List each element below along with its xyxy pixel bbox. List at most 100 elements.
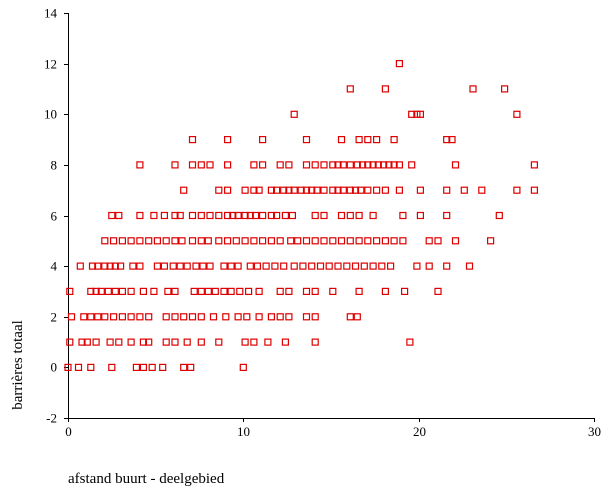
- data-point: [351, 186, 360, 194]
- data-point: [83, 338, 91, 346]
- data-point: [487, 237, 495, 245]
- data-point: [187, 363, 195, 371]
- data-point: [351, 262, 360, 270]
- data-point: [395, 186, 403, 194]
- data-point: [197, 313, 205, 321]
- data-point: [180, 363, 188, 371]
- data-point: [101, 313, 109, 321]
- data-point: [360, 262, 368, 270]
- y-axis-title: barrières totaal: [10, 320, 26, 410]
- data-point: [273, 186, 281, 194]
- data-point: [206, 262, 214, 270]
- data-point: [132, 363, 140, 371]
- x-tick-label: 20: [413, 424, 426, 439]
- data-point: [246, 211, 254, 220]
- data-point: [337, 211, 346, 220]
- data-point: [118, 287, 127, 295]
- data-point: [87, 313, 95, 321]
- data-point: [302, 237, 311, 245]
- data-point: [288, 211, 296, 220]
- y-tick-label: 2: [51, 310, 58, 325]
- data-point: [373, 136, 381, 144]
- data-point: [259, 211, 267, 220]
- data-point: [197, 287, 205, 295]
- data-point: [302, 313, 311, 321]
- data-point: [67, 313, 76, 321]
- data-point: [106, 262, 114, 270]
- data-point: [346, 313, 354, 321]
- data-point: [74, 363, 83, 371]
- data-point: [127, 237, 135, 245]
- data-point: [434, 237, 442, 245]
- data-point: [206, 161, 214, 169]
- data-point: [159, 363, 167, 371]
- data-point: [255, 313, 263, 321]
- data-point: [171, 313, 179, 321]
- data-point: [150, 287, 158, 295]
- data-point: [169, 262, 177, 270]
- data-point: [241, 186, 249, 194]
- data-point: [385, 161, 393, 169]
- data-point: [425, 262, 433, 270]
- data-point: [116, 262, 125, 270]
- data-point: [224, 237, 232, 245]
- data-point: [66, 287, 74, 295]
- data-point: [329, 287, 337, 295]
- data-point: [250, 237, 258, 245]
- data-point: [325, 262, 333, 270]
- data-point: [180, 313, 188, 321]
- data-point: [399, 237, 407, 245]
- data-point: [192, 262, 200, 270]
- data-point: [408, 110, 416, 118]
- data-point: [145, 237, 153, 245]
- data-point: [197, 161, 205, 169]
- data-point: [308, 186, 316, 194]
- data-point: [215, 338, 223, 346]
- data-point: [280, 262, 288, 270]
- data-point: [227, 287, 235, 295]
- data-point: [160, 262, 168, 270]
- data-point: [190, 287, 198, 295]
- data-point: [406, 338, 414, 346]
- x-ticks: 0 10 20 30: [65, 418, 601, 439]
- data-point: [92, 287, 100, 295]
- data-point: [334, 186, 342, 194]
- data-point: [188, 211, 197, 220]
- data-point: [280, 186, 288, 194]
- data-point: [387, 262, 395, 270]
- data-point: [369, 161, 377, 169]
- data-point: [381, 287, 389, 295]
- data-point: [97, 287, 105, 295]
- axes: [68, 13, 594, 419]
- data-point: [139, 287, 147, 295]
- data-point: [136, 237, 144, 245]
- data-point: [148, 363, 156, 371]
- data-point: [355, 287, 363, 295]
- data-point: [188, 237, 197, 245]
- data-point: [234, 313, 242, 321]
- data-point: [209, 313, 218, 321]
- data-point: [104, 287, 112, 295]
- data-point: [204, 287, 212, 295]
- data-point: [139, 338, 147, 346]
- data-point: [176, 211, 184, 220]
- data-point: [451, 237, 460, 245]
- data-point: [106, 338, 114, 346]
- data-point: [259, 136, 267, 144]
- data-point: [413, 262, 421, 270]
- data-point: [171, 161, 179, 169]
- data-point: [264, 338, 272, 346]
- data-point: [373, 237, 381, 245]
- data-point: [180, 186, 188, 194]
- data-point: [469, 85, 477, 93]
- data-point: [316, 262, 325, 270]
- data-point: [94, 313, 102, 321]
- data-point: [381, 85, 389, 93]
- data-point: [118, 313, 127, 321]
- data-point: [111, 287, 119, 295]
- data-point: [287, 237, 295, 245]
- y-tick-label: 12: [44, 57, 57, 72]
- data-point: [171, 211, 179, 220]
- y-tick-label: -2: [46, 411, 57, 426]
